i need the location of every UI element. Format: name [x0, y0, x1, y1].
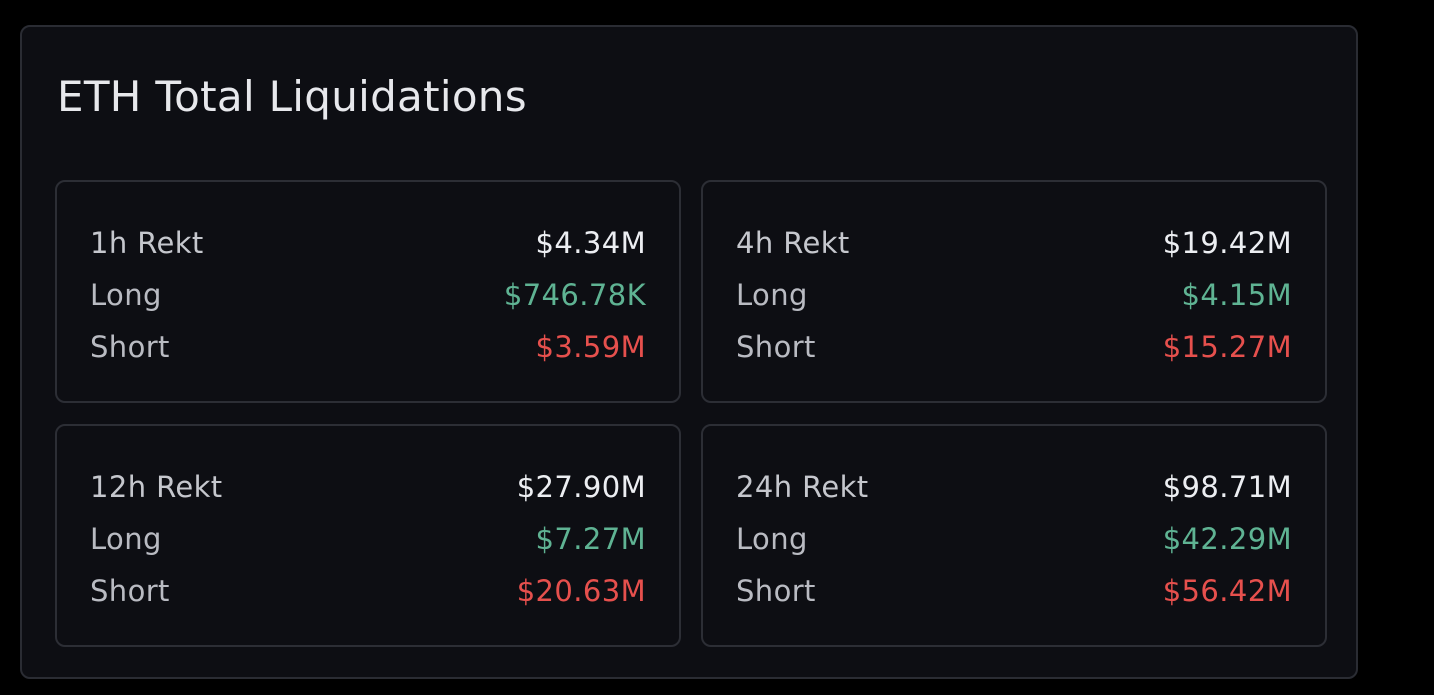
eth-liquidations-panel: ETH Total Liquidations 1h Rekt $4.34M Lo…	[20, 25, 1358, 679]
short-row: Short $20.63M	[90, 571, 646, 611]
long-value: $4.15M	[1181, 278, 1292, 312]
long-label: Long	[736, 278, 808, 312]
short-value: $15.27M	[1162, 330, 1292, 364]
liquidation-card-12h: 12h Rekt $27.90M Long $7.27M Short $20.6…	[55, 424, 681, 647]
long-row: Long $746.78K	[90, 275, 646, 315]
period-label: 4h Rekt	[736, 226, 850, 260]
liquidation-card-24h: 24h Rekt $98.71M Long $42.29M Short $56.…	[701, 424, 1327, 647]
total-value: $19.42M	[1162, 226, 1292, 260]
total-row: 12h Rekt $27.90M	[90, 467, 646, 507]
total-value: $4.34M	[535, 226, 646, 260]
short-row: Short $3.59M	[90, 327, 646, 367]
long-row: Long $7.27M	[90, 519, 646, 559]
short-label: Short	[90, 330, 170, 364]
total-row: 24h Rekt $98.71M	[736, 467, 1292, 507]
short-value: $20.63M	[516, 574, 646, 608]
short-row: Short $56.42M	[736, 571, 1292, 611]
period-label: 12h Rekt	[90, 470, 223, 504]
long-value: $746.78K	[503, 278, 646, 312]
period-label: 1h Rekt	[90, 226, 204, 260]
total-row: 4h Rekt $19.42M	[736, 223, 1292, 263]
long-value: $7.27M	[535, 522, 646, 556]
short-value: $3.59M	[535, 330, 646, 364]
total-value: $98.71M	[1162, 470, 1292, 504]
long-value: $42.29M	[1162, 522, 1292, 556]
short-value: $56.42M	[1162, 574, 1292, 608]
short-row: Short $15.27M	[736, 327, 1292, 367]
short-label: Short	[736, 574, 816, 608]
long-row: Long $42.29M	[736, 519, 1292, 559]
long-label: Long	[736, 522, 808, 556]
long-label: Long	[90, 278, 162, 312]
liquidation-card-4h: 4h Rekt $19.42M Long $4.15M Short $15.27…	[701, 180, 1327, 403]
period-label: 24h Rekt	[736, 470, 869, 504]
liquidation-card-1h: 1h Rekt $4.34M Long $746.78K Short $3.59…	[55, 180, 681, 403]
total-value: $27.90M	[516, 470, 646, 504]
short-label: Short	[736, 330, 816, 364]
total-row: 1h Rekt $4.34M	[90, 223, 646, 263]
panel-title: ETH Total Liquidations	[57, 72, 527, 121]
short-label: Short	[90, 574, 170, 608]
long-row: Long $4.15M	[736, 275, 1292, 315]
long-label: Long	[90, 522, 162, 556]
